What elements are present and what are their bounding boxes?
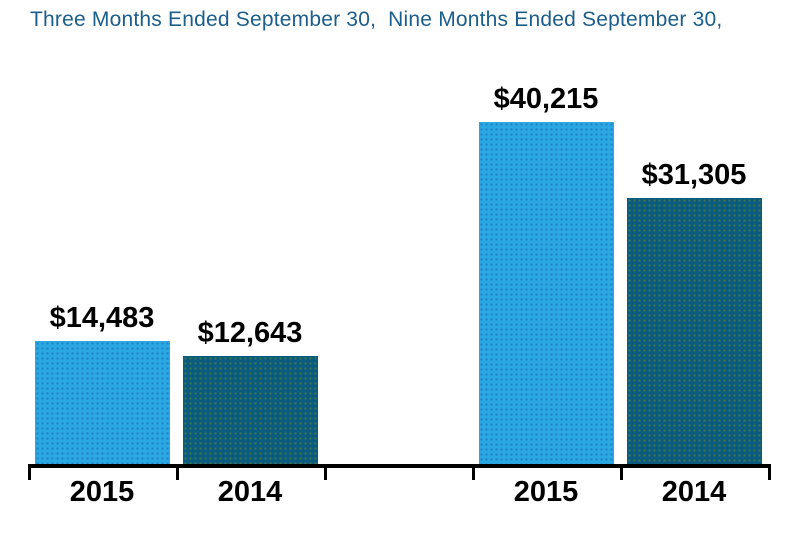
bar-three-months-2014 [182, 356, 318, 464]
x-axis-category-label: 2014 [661, 476, 727, 508]
bar-three-months-2015 [34, 341, 170, 464]
x-axis-line [28, 464, 771, 468]
x-axis-category-label: 2015 [513, 476, 579, 508]
x-axis-tick [324, 464, 327, 480]
bar-value-label: $40,215 [493, 83, 599, 116]
x-axis-tick [768, 464, 771, 480]
x-axis-tick [28, 464, 31, 480]
bar-nine-months-2014 [626, 198, 762, 464]
bar-value-label: $31,305 [641, 159, 747, 192]
x-axis-tick [472, 464, 475, 480]
x-axis-category-label: 2014 [217, 476, 283, 508]
x-axis-tick [176, 464, 179, 480]
bar-value-label: $14,483 [49, 302, 155, 335]
x-axis-tick [620, 464, 623, 480]
x-axis-category-label: 2015 [69, 476, 135, 508]
chart-title: Three Months Ended September 30, Nine Mo… [30, 8, 723, 31]
bar-nine-months-2015 [478, 122, 614, 464]
bar-value-label: $12,643 [197, 317, 303, 350]
